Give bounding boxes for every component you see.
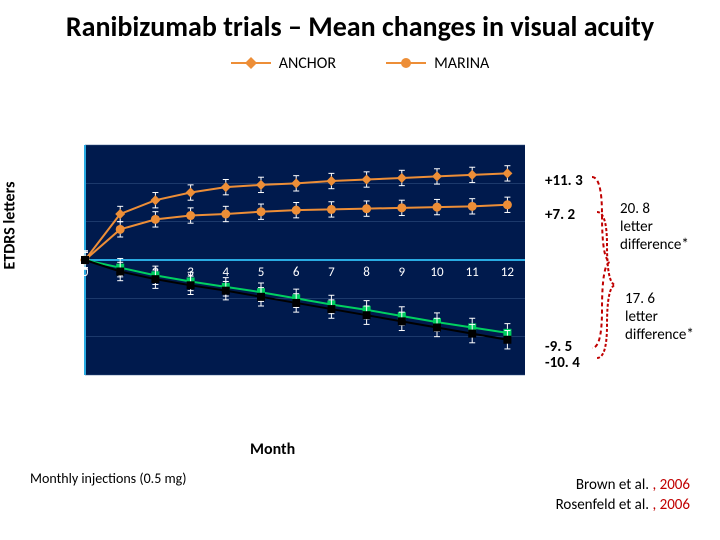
svg-text:12: 12 bbox=[501, 265, 515, 280]
svg-text:15: 15 bbox=[66, 138, 79, 153]
svg-text:9: 9 bbox=[399, 265, 406, 280]
diff2-text: 17. 6letter difference* bbox=[625, 290, 715, 344]
x-axis-label: Month bbox=[250, 440, 295, 459]
legend-marina-label: MARINA bbox=[434, 54, 489, 73]
svg-text:-15: -15 bbox=[62, 368, 79, 383]
brace-icon bbox=[595, 210, 617, 360]
legend: ANCHOR MARINA bbox=[0, 54, 720, 73]
y-axis-label: ETDRS letters bbox=[1, 182, 20, 270]
svg-text:-5: -5 bbox=[68, 291, 79, 306]
svg-text:-10: -10 bbox=[62, 330, 80, 345]
diff1-text: 20. 8letter difference* bbox=[620, 200, 710, 254]
svg-text:0: 0 bbox=[72, 253, 79, 268]
svg-text:10: 10 bbox=[66, 176, 80, 191]
legend-anchor-label: ANCHOR bbox=[279, 54, 336, 73]
annot-anchor-end: +11. 3 bbox=[545, 172, 583, 190]
footnote: Monthly injections (0.5 mg) bbox=[30, 470, 186, 487]
annot-marina-ctrl-end: -10. 4 bbox=[545, 354, 580, 372]
citations: Brown et al. , 2006 Rosenfeld et al. , 2… bbox=[556, 476, 690, 515]
annot-marina-end: +7. 2 bbox=[545, 206, 575, 224]
svg-text:11: 11 bbox=[466, 265, 479, 280]
svg-text:6: 6 bbox=[293, 265, 300, 280]
page-title: Ranibizumab trials – Mean changes in vis… bbox=[0, 0, 720, 49]
chart-area: -15-10-50510150123456789101112 bbox=[50, 135, 535, 400]
svg-text:5: 5 bbox=[72, 215, 79, 230]
svg-text:5: 5 bbox=[258, 265, 265, 280]
svg-text:10: 10 bbox=[430, 265, 444, 280]
legend-marina: MARINA bbox=[386, 54, 489, 73]
legend-anchor: ANCHOR bbox=[231, 54, 336, 73]
svg-text:7: 7 bbox=[328, 265, 335, 280]
svg-text:8: 8 bbox=[363, 265, 370, 280]
